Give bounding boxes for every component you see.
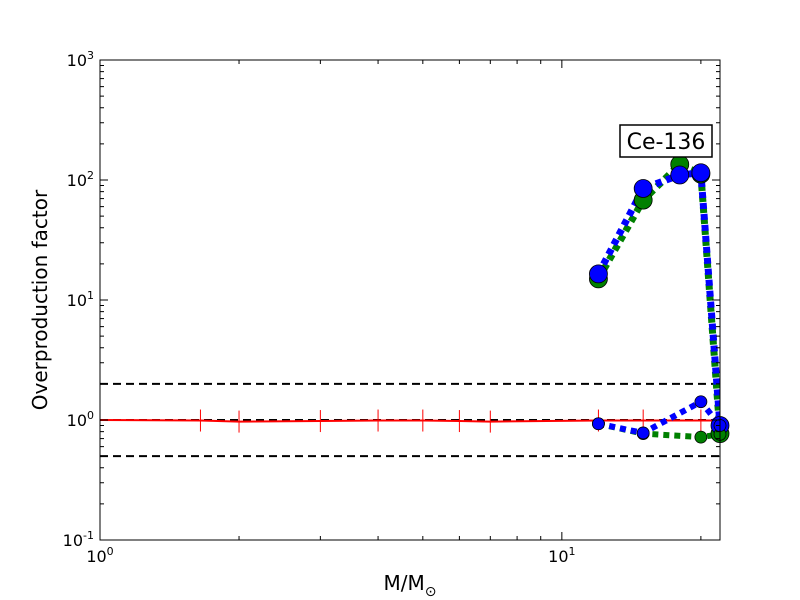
series-3-point-2 — [694, 430, 708, 444]
annotation-label: Ce-136 — [627, 130, 706, 155]
series-2-point-1 — [633, 179, 653, 198]
x-axis-label: M/M⊙ — [384, 571, 437, 600]
y-tick-label-1: 100 — [67, 409, 94, 430]
y-axis-label: Overproduction factor — [28, 189, 52, 410]
y-tick-label-exp-2: 1 — [87, 289, 94, 302]
y-tick-label-4: 103 — [67, 49, 94, 70]
y-tick-label-base-3: 10 — [67, 171, 87, 190]
x-axis-label-sub: ⊙ — [425, 584, 437, 600]
x-tick-label-base-1: 10 — [548, 547, 568, 566]
y-tick-label-exp-0: -1 — [83, 529, 94, 542]
x-tick-label-base-0: 10 — [86, 547, 106, 566]
y-tick-label-3: 102 — [67, 169, 94, 190]
y-tick-label-base-1: 10 — [67, 411, 87, 430]
x-axis-label-main: M/M — [384, 571, 425, 595]
x-tick-label-exp-1: 1 — [569, 545, 576, 558]
annotation-frame — [619, 124, 713, 158]
series-0-line — [100, 419, 720, 423]
series-2-point-3 — [691, 163, 711, 183]
series-1-line — [595, 160, 720, 434]
series-4-point-1 — [636, 426, 650, 440]
series-2-point-0 — [589, 264, 608, 284]
markers-layer — [589, 154, 730, 444]
y-tick-label-base-2: 10 — [67, 291, 87, 310]
y-tick-label-base-4: 10 — [67, 51, 87, 70]
y-tick-label-base-0: 10 — [63, 531, 83, 550]
series-4-line — [597, 397, 720, 437]
annotation-box: Ce-136 — [619, 124, 713, 158]
series-2-point-2 — [670, 165, 690, 185]
y-tick-label-2: 101 — [67, 289, 94, 310]
y-tick-label-exp-4: 3 — [87, 49, 94, 62]
y-tick-label-exp-3: 2 — [87, 169, 94, 182]
x-tick-label-0: 100 — [86, 545, 113, 566]
x-tick-label-exp-0: 0 — [107, 545, 114, 558]
x-tick-label-1: 101 — [548, 545, 575, 566]
series-4-point-2 — [694, 395, 708, 409]
y-tick-label-exp-1: 0 — [87, 409, 94, 422]
series-4-point-0 — [592, 417, 605, 431]
y-tick-label-0: 10-1 — [63, 529, 94, 550]
plot-background — [100, 60, 720, 540]
